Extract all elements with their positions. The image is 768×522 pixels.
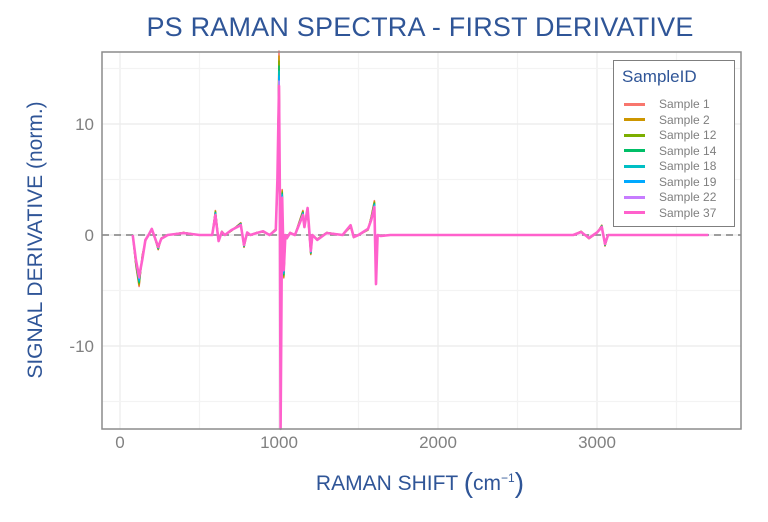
legend-swatch-icon (624, 164, 645, 168)
x-tick-label: 1000 (260, 433, 298, 452)
legend-swatch-icon (624, 149, 645, 152)
legend-label: Sample 37 (659, 205, 717, 220)
legend-item: Sample 19 (624, 175, 716, 189)
legend-item: Sample 14 (624, 144, 716, 158)
plot-panel-border (101, 51, 742, 430)
x-axis-unit-exponent: −1 (501, 471, 515, 485)
x-axis-label-text: RAMAN SHIFT (315, 472, 464, 495)
legend-label: Sample 12 (659, 128, 717, 142)
legend-swatch-icon (624, 102, 645, 106)
legend-label: Sample 19 (659, 174, 717, 189)
series-lines (131, 50, 709, 431)
x-tick-label: 3000 (578, 433, 616, 452)
legend-title: SampleID (622, 67, 697, 86)
legend-item: Sample 37 (624, 206, 716, 220)
legend-label: Sample 14 (659, 143, 717, 158)
y-tick-label: -10 (69, 337, 94, 356)
legend-item: Sample 2 (624, 113, 710, 127)
legend-swatch-icon (624, 180, 645, 183)
legend-swatch-icon (624, 195, 645, 199)
legend-item: Sample 22 (624, 190, 716, 204)
y-tick-label: 0 (85, 226, 94, 245)
y-tick-label: 10 (75, 115, 94, 134)
legend-label: Sample 2 (659, 112, 710, 127)
legend-item: Sample 1 (624, 97, 710, 111)
legend: SampleID Sample 1 Sample 2 Sample 12 Sample… (613, 60, 735, 227)
legend-swatch-icon (624, 133, 645, 137)
x-axis-ticks: 0 1000 2000 3000 (115, 433, 616, 452)
x-tick-label: 0 (115, 433, 124, 452)
chart-title: PS RAMAN SPECTRA - FIRST DERIVATIVE (146, 12, 694, 42)
legend-label: Sample 1 (659, 97, 710, 111)
legend-label: Sample 22 (659, 190, 717, 204)
series-line-sample-37 (131, 84, 709, 431)
legend-item: Sample 18 (624, 159, 716, 173)
legend-label: Sample 18 (659, 159, 717, 173)
legend-item: Sample 12 (624, 128, 716, 142)
x-axis-label: RAMAN SHIFT (cm−1) (315, 467, 525, 498)
x-axis-unit: cm (473, 472, 502, 495)
legend-swatch-icon (624, 211, 645, 214)
y-axis-ticks: 10 0 -10 (69, 115, 94, 356)
x-tick-label: 2000 (419, 433, 457, 452)
legend-swatch-icon (624, 118, 645, 121)
